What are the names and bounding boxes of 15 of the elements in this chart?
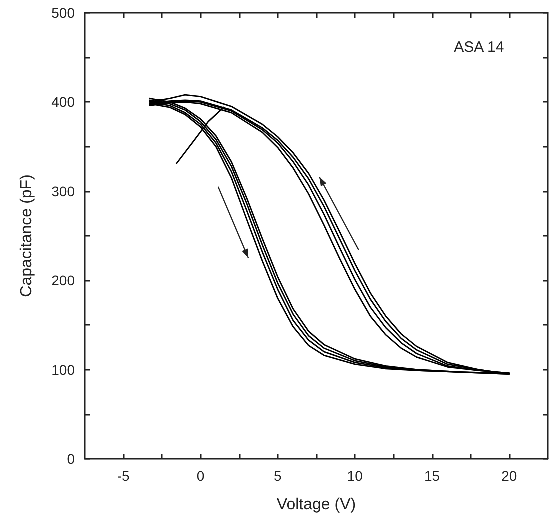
y-tick-label: 100: [52, 362, 76, 378]
x-tick-label: 0: [196, 468, 205, 484]
y-tick-label: 200: [52, 272, 76, 289]
y-axis-title: Capacitance (pF): [18, 174, 36, 298]
y-tick-label: 300: [52, 183, 76, 200]
x-tick-label: 10: [347, 468, 364, 484]
y-tick-label: 400: [52, 94, 76, 110]
x-axis-title: Voltage (V): [276, 496, 356, 514]
annotation: ASA 14: [454, 39, 504, 56]
x-tick-label: 15: [424, 468, 440, 484]
y-tick-label: 500: [52, 5, 76, 21]
x-tick-label: -5: [117, 468, 130, 484]
y-tick-label: 0: [67, 451, 76, 467]
x-tick-label: 5: [274, 468, 282, 484]
x-tick-label: 20: [502, 468, 518, 484]
